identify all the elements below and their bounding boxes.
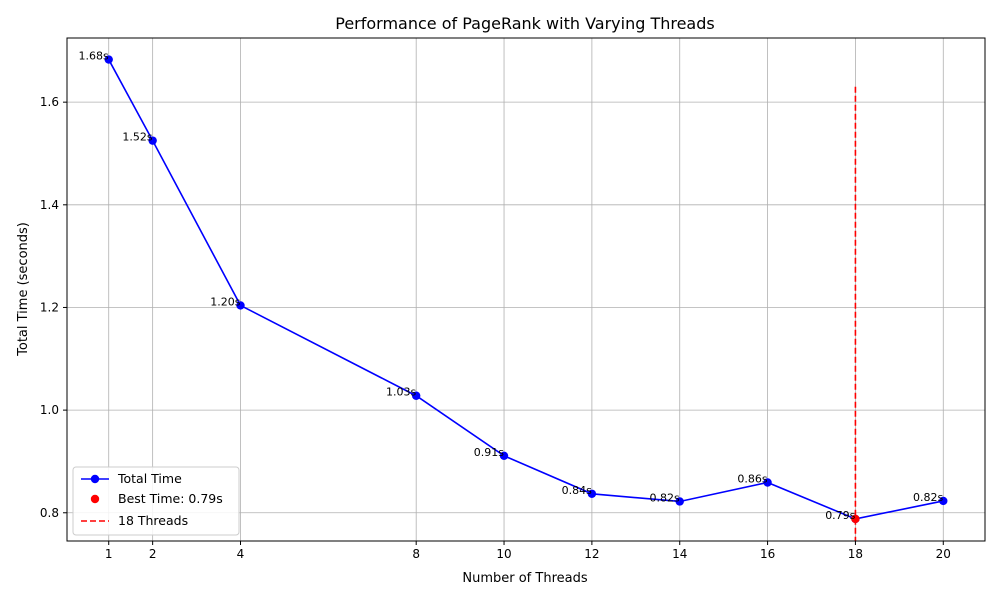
- data-point: [236, 301, 245, 310]
- x-tick-label: 2: [149, 547, 157, 561]
- data-label: 1.03s: [386, 386, 416, 399]
- x-tick-label: 20: [936, 547, 951, 561]
- data-label: 1.68s: [78, 50, 108, 63]
- series-layer: [104, 55, 948, 524]
- x-tick-label: 16: [760, 547, 775, 561]
- data-label: 0.84s: [562, 484, 592, 497]
- data-point: [587, 489, 597, 498]
- y-axis-label: Total Time (seconds): [16, 222, 31, 357]
- data-point: [148, 136, 157, 145]
- data-label: 0.86s: [737, 472, 767, 485]
- data-label: 0.79s: [825, 509, 855, 522]
- chart-title: Performance of PageRank with Varying Thr…: [335, 14, 714, 33]
- series-line: [108, 59, 944, 520]
- legend-marker-best: [90, 494, 100, 504]
- legend-label-total-time: Total Time: [117, 471, 182, 486]
- x-tick-label: 14: [672, 547, 687, 561]
- legend: Total Time Best Time: 0.79s 18 Threads: [72, 466, 240, 536]
- x-axis: 1 2 4 8 10 12 14 16 18 20: [105, 541, 951, 561]
- data-label: 1.52s: [122, 131, 152, 144]
- legend-marker: [90, 474, 100, 484]
- x-tick-label: 1: [105, 547, 113, 561]
- data-point: [763, 478, 772, 487]
- y-tick-label: 0.8: [40, 506, 59, 520]
- plot-frame: [66, 37, 986, 542]
- y-tick-label: 1.6: [40, 95, 59, 109]
- x-tick-label: 10: [496, 547, 511, 561]
- data-point: [939, 496, 948, 506]
- data-label: 0.82s: [649, 491, 679, 504]
- data-label: 1.20s: [210, 295, 240, 308]
- y-tick-label: 1.0: [40, 403, 59, 417]
- legend-box: [72, 466, 240, 536]
- legend-label-threads: 18 Threads: [118, 513, 188, 528]
- y-tick-label: 1.2: [40, 300, 59, 314]
- data-labels: 1.68s 1.52s 1.20s 1.03s 0.91s 0.84s 0.82s 0.86s…: [78, 50, 943, 522]
- x-tick-label: 4: [237, 547, 245, 561]
- x-axis-label: Number of Threads: [462, 571, 587, 586]
- data-label: 0.91s: [474, 446, 504, 459]
- x-tick-label: 12: [584, 547, 599, 561]
- data-point: [499, 451, 509, 460]
- y-tick-label: 1.4: [40, 198, 59, 212]
- data-point: [675, 497, 684, 506]
- best-time-point: [851, 514, 860, 524]
- data-label: 0.82s: [913, 491, 943, 504]
- x-tick-label: 18: [848, 547, 863, 561]
- y-axis: 0.8 1.0 1.2 1.4 1.6: [40, 95, 67, 520]
- data-point: [104, 55, 113, 64]
- legend-label-best-time: Best Time: 0.79s: [118, 491, 223, 506]
- x-tick-label: 8: [412, 547, 420, 561]
- data-point: [411, 391, 421, 400]
